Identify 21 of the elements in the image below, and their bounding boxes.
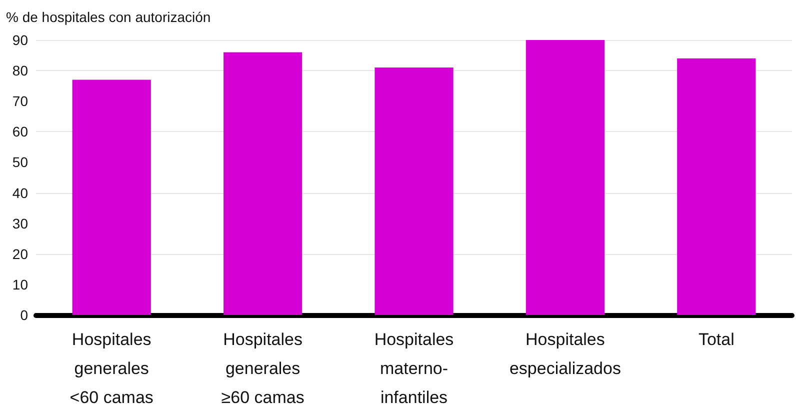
y-tick-label: 20 — [12, 246, 28, 262]
x-tick-label: Hospitales generales <60 camas — [70, 330, 154, 407]
y-tick-label: 0 — [20, 307, 28, 323]
y-tick-label: 10 — [12, 276, 28, 292]
y-tick-label: 70 — [12, 93, 28, 110]
y-tick-label: 40 — [12, 184, 28, 201]
x-tick-label: Hospitales especializados — [509, 330, 621, 378]
x-tick-label: Hospitales generales ≥60 camas — [221, 330, 304, 407]
y-tick-label: 90 — [12, 32, 28, 48]
bar — [374, 68, 454, 315]
bar — [526, 40, 605, 315]
y-axis-title: % de hospitales con autorización — [6, 9, 211, 25]
y-tick-label: 50 — [12, 154, 28, 170]
x-tick-label: Hospitales materno- infantiles — [374, 330, 454, 407]
bar — [72, 80, 151, 315]
y-tick-label: 60 — [12, 124, 28, 140]
bar — [223, 52, 302, 315]
bar — [677, 58, 756, 315]
y-tick-label: 80 — [12, 62, 28, 79]
x-tick-label: Total — [698, 330, 734, 349]
y-tick-label: 30 — [12, 215, 28, 232]
